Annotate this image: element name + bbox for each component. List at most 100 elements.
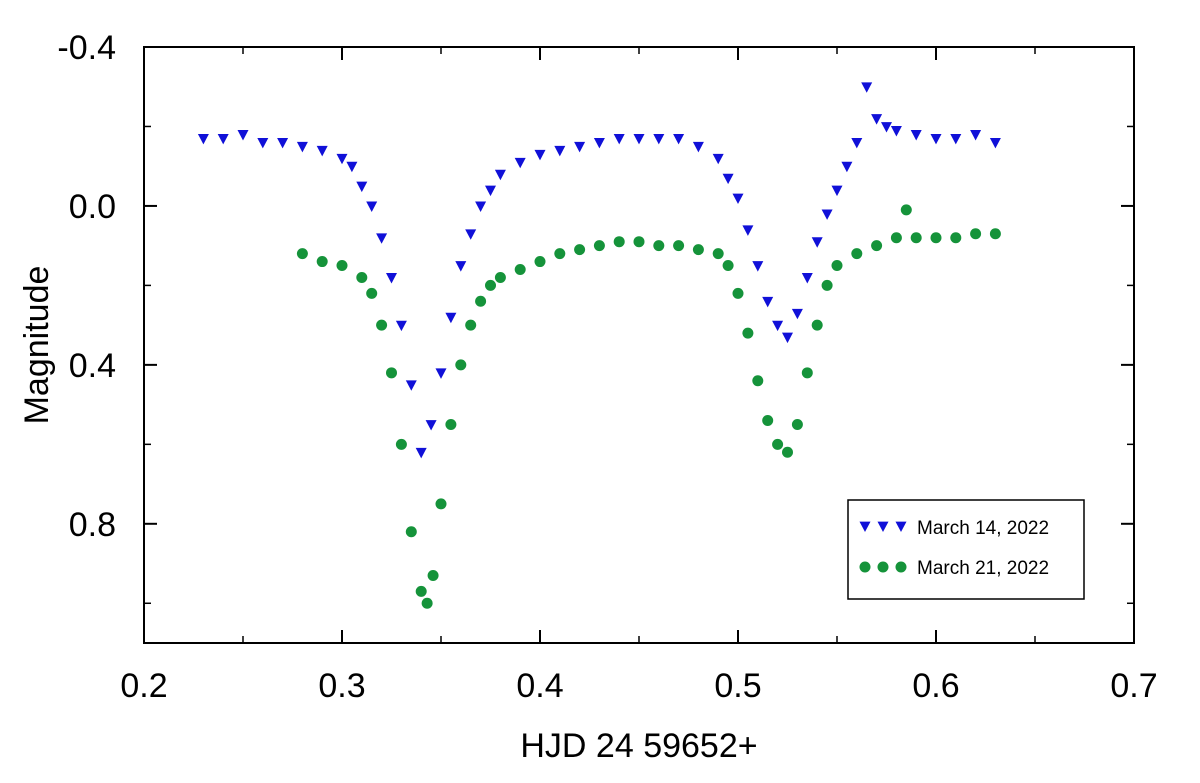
data-point (742, 327, 754, 339)
data-point (395, 438, 407, 450)
data-point (366, 201, 378, 212)
data-point (554, 248, 566, 260)
data-point (455, 359, 467, 371)
data-point (475, 201, 487, 212)
y-tick-label: 0.4 (69, 347, 116, 385)
data-point (881, 122, 892, 133)
data-point (336, 153, 348, 165)
data-point (871, 240, 883, 252)
data-point (782, 332, 793, 344)
series-1 (197, 82, 1001, 459)
data-point (316, 145, 328, 157)
legend-label-march-21: March 21, 2022 (917, 558, 1049, 579)
data-point (376, 319, 388, 331)
data-point (821, 279, 833, 291)
data-point (890, 126, 902, 137)
x-tick-label: 0.7 (1110, 667, 1157, 705)
data-point (752, 261, 764, 272)
data-point (762, 296, 774, 308)
data-point (782, 446, 793, 458)
data-point (534, 256, 546, 268)
y-axis-title: Magnitude (18, 266, 56, 425)
legend-marker-march-14 (877, 521, 889, 533)
data-point (356, 181, 368, 193)
axis-ticks (143, 46, 1135, 643)
data-point (336, 260, 348, 272)
data-point (386, 367, 397, 379)
data-point (890, 232, 902, 244)
data-point (593, 240, 605, 252)
y-tick-label: 0.8 (69, 506, 116, 544)
data-point (376, 233, 388, 244)
data-point (445, 418, 457, 430)
legend-marker-march-14 (895, 521, 907, 533)
data-point (366, 287, 378, 299)
data-point (427, 569, 439, 581)
data-point (296, 141, 308, 153)
data-point (791, 418, 803, 430)
data-point (415, 585, 427, 597)
data-point (465, 319, 477, 331)
data-point (395, 320, 407, 332)
data-point (811, 237, 823, 248)
data-point (356, 271, 368, 283)
data-point (316, 256, 328, 268)
data-point (277, 137, 289, 149)
data-point (465, 229, 477, 240)
data-point (930, 133, 942, 145)
data-point (930, 232, 942, 244)
legend-label-march-14: March 14, 2022 (917, 518, 1049, 539)
data-point (485, 185, 496, 197)
data-point (421, 597, 433, 609)
data-point (405, 526, 417, 538)
data-markers (197, 82, 1001, 609)
data-point (237, 130, 249, 141)
data-point (861, 82, 873, 93)
data-point (692, 244, 704, 256)
data-point (712, 153, 724, 165)
y-tick-label: -0.4 (57, 29, 116, 67)
legend-marker-march-21 (859, 561, 871, 573)
data-point (633, 236, 645, 248)
data-point (613, 133, 625, 145)
data-point (514, 157, 526, 169)
data-point (950, 232, 962, 244)
data-point (554, 145, 566, 157)
data-point (801, 273, 813, 284)
data-point (772, 438, 784, 450)
data-point (485, 279, 496, 291)
data-point (386, 273, 397, 284)
data-point (910, 130, 922, 141)
data-point (970, 228, 982, 240)
data-point (900, 204, 912, 216)
data-point (415, 447, 427, 459)
data-point (732, 287, 744, 299)
x-axis-title: HJD 24 59652+ (520, 727, 757, 765)
x-tick-label: 0.5 (714, 667, 761, 705)
legend-box (847, 499, 1085, 600)
data-point (692, 141, 704, 153)
data-point (831, 260, 843, 272)
legend-markers (859, 521, 907, 573)
data-point (841, 161, 853, 173)
legend-marker-march-21 (877, 561, 889, 573)
data-point (910, 232, 922, 244)
data-point (673, 240, 685, 252)
data-point (871, 114, 883, 125)
data-point (257, 137, 269, 149)
data-point (593, 137, 605, 149)
axis-tick-labels: 0.2 0.3 0.4 0.5 0.6 0.7 -0.4 0.0 0.4 0.8 (57, 29, 1157, 705)
data-point (633, 133, 645, 145)
data-point (475, 295, 487, 307)
x-tick-label: 0.2 (120, 667, 167, 705)
data-point (653, 240, 665, 252)
legend: March 14, 2022 March 21, 2022 (847, 499, 1085, 600)
data-point (197, 133, 209, 145)
legend-marker-march-21 (895, 561, 907, 573)
data-point (950, 133, 962, 145)
legend-marker-march-14 (859, 521, 871, 533)
data-point (970, 130, 982, 141)
data-point (574, 141, 586, 153)
data-point (346, 161, 358, 173)
